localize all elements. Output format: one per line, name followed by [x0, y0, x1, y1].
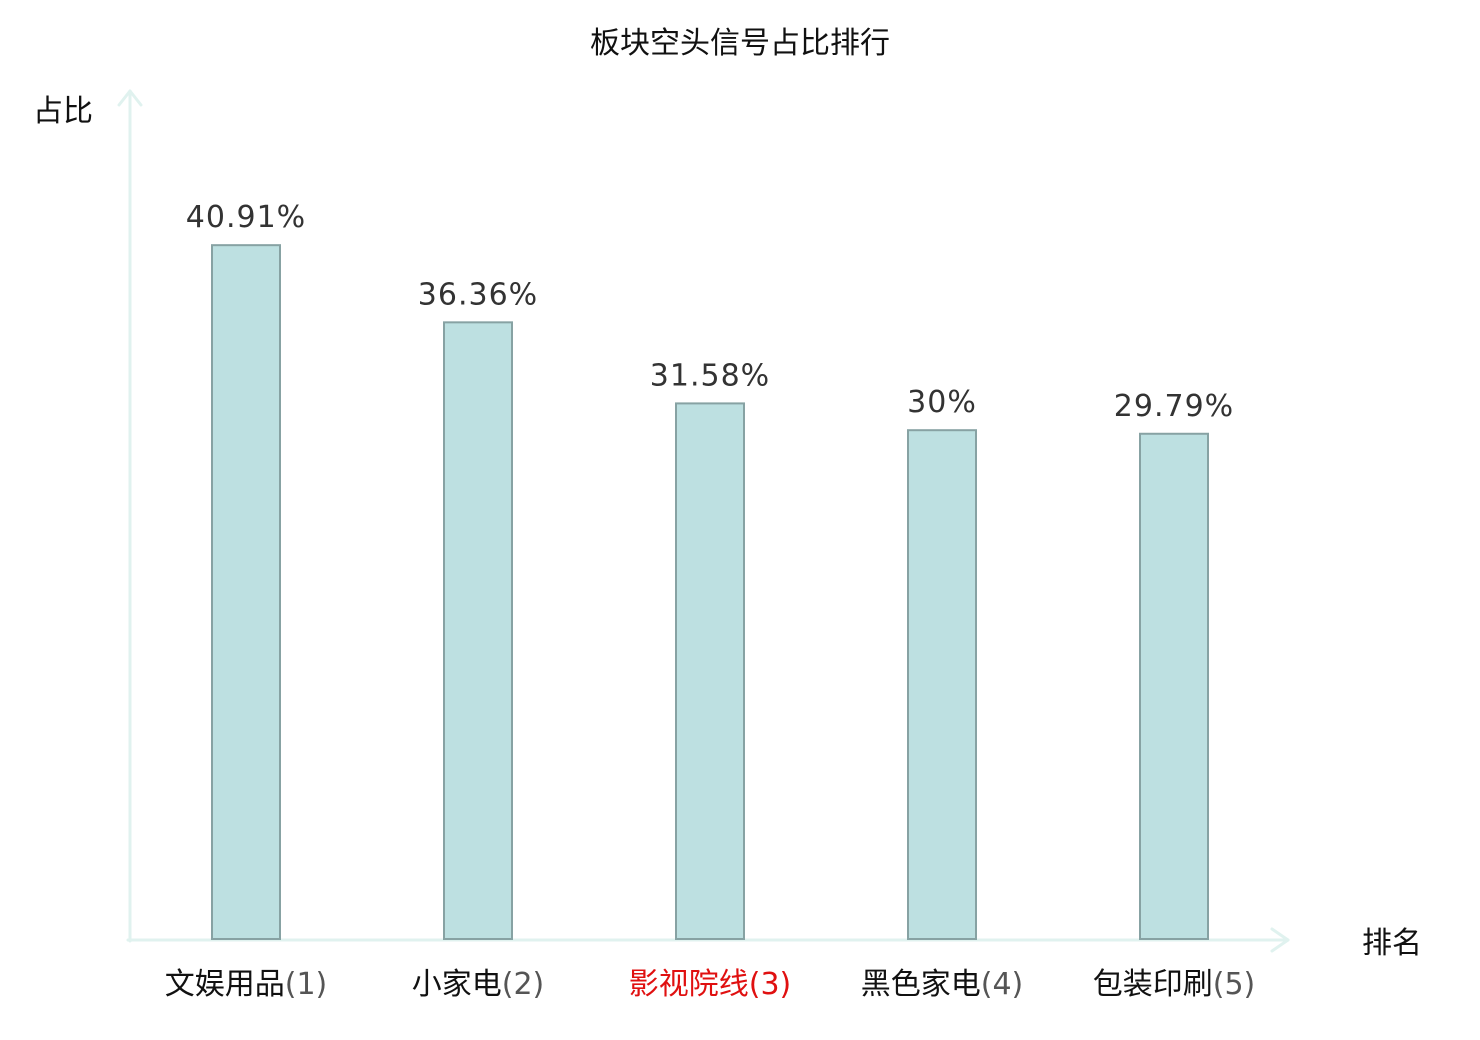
category-rank-1: (1) — [285, 967, 328, 1002]
category-name-1: 文娱用品 — [165, 967, 285, 1002]
value-label-4: 30% — [907, 385, 977, 420]
y-axis-label: 占比 — [33, 94, 93, 129]
value-label-2: 36.36% — [418, 277, 538, 312]
category-label-2: 小家电(2) — [412, 967, 545, 1002]
bar-3 — [675, 402, 745, 940]
chart-title: 板块空头信号占比排行 — [590, 26, 890, 61]
bar-1 — [211, 244, 281, 941]
category-label-4: 黑色家电(4) — [861, 967, 1024, 1002]
category-name-3: 影视院线 — [629, 967, 749, 1002]
category-name-4: 黑色家电 — [861, 967, 981, 1002]
bar-4 — [907, 429, 977, 940]
bar-2 — [443, 321, 513, 940]
x-axis-label: 排名 — [1362, 926, 1422, 961]
bars-group — [211, 244, 1209, 941]
category-name-2: 小家电 — [412, 967, 502, 1002]
category-label-1: 文娱用品(1) — [165, 967, 328, 1002]
category-labels-group: 文娱用品(1) 小家电(2) 影视院线(3) 黑色家电(4) 包装印刷(5) — [165, 967, 1256, 1002]
category-label-3: 影视院线(3) — [629, 967, 792, 1002]
category-rank-5: (5) — [1213, 967, 1256, 1002]
category-rank-3: (3) — [749, 967, 792, 1002]
value-labels-group: 40.91% 36.36% 31.58% 30% 29.79% — [186, 200, 1234, 424]
category-rank-2: (2) — [502, 967, 545, 1002]
value-label-3: 31.58% — [650, 358, 770, 393]
y-axis — [117, 89, 143, 943]
category-label-5: 包装印刷(5) — [1093, 967, 1256, 1002]
value-label-5: 29.79% — [1114, 389, 1234, 424]
category-name-5: 包装印刷 — [1093, 967, 1213, 1002]
value-label-1: 40.91% — [186, 200, 306, 235]
bar-5 — [1139, 432, 1209, 940]
category-rank-4: (4) — [981, 967, 1024, 1002]
